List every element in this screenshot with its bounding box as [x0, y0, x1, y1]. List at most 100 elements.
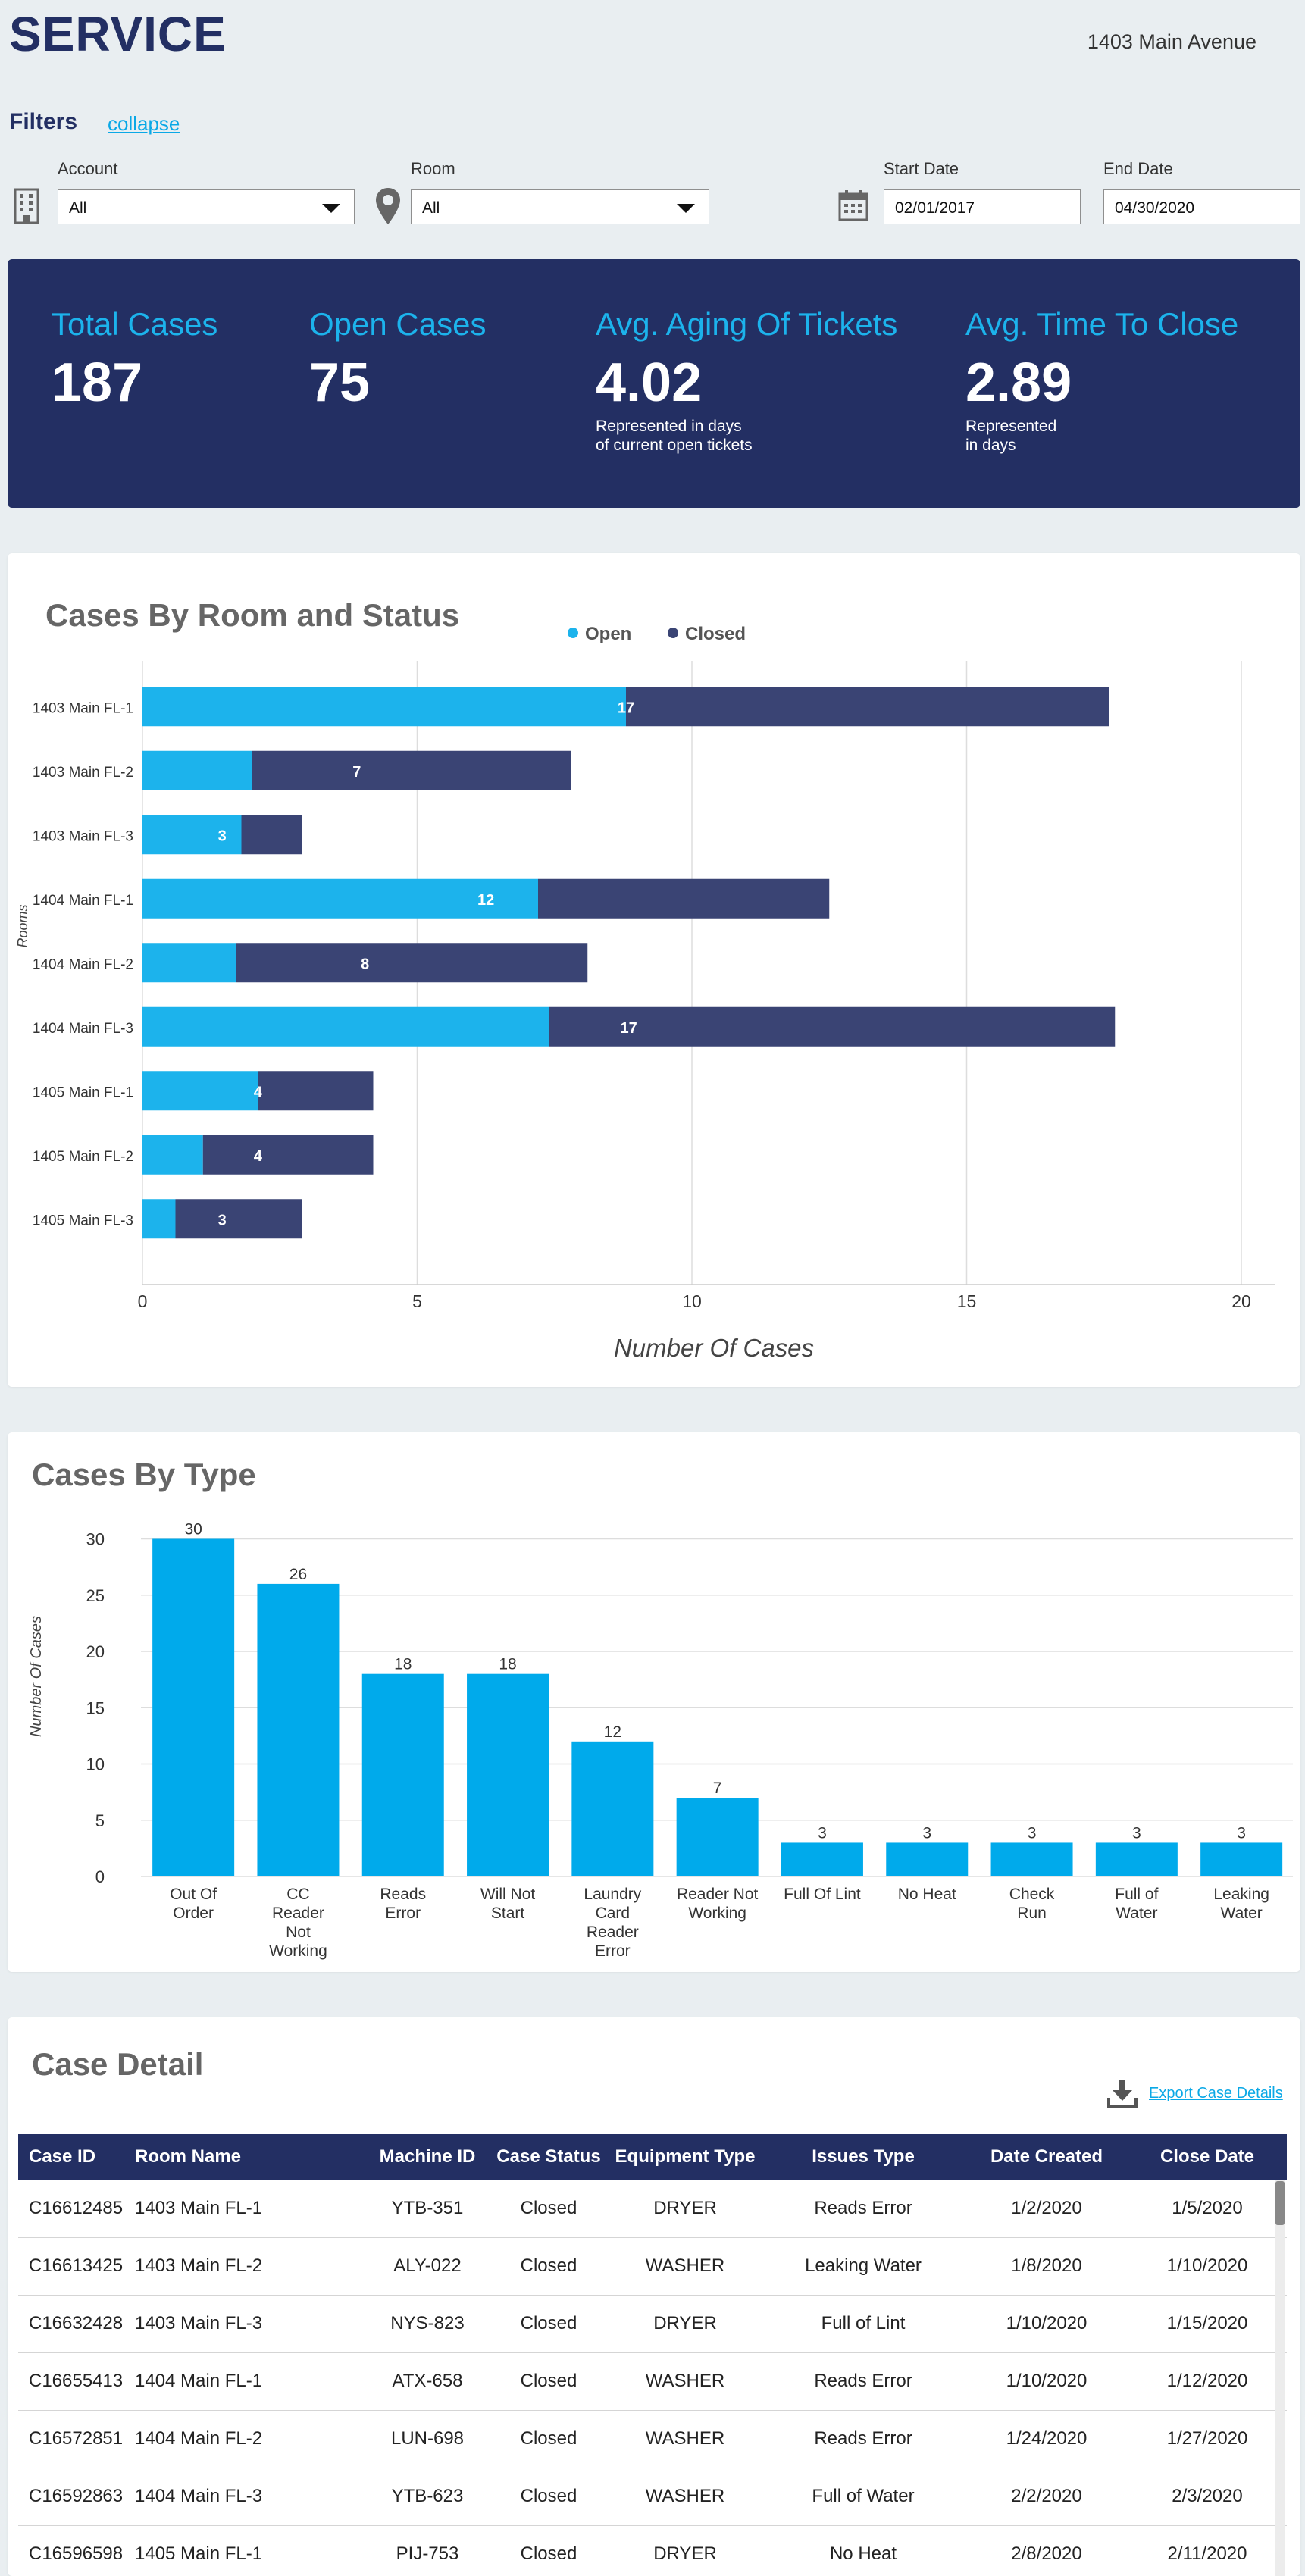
table-cell: 1/10/2020 — [965, 2295, 1128, 2353]
table-cell: C16632428 — [18, 2295, 124, 2353]
bar — [152, 1538, 235, 1876]
bar-closed — [202, 1135, 374, 1175]
column-header[interactable]: Equipment Type — [615, 2146, 756, 2167]
chevron-down-icon — [677, 204, 695, 213]
end-date-label: End Date — [1103, 159, 1173, 178]
kpi-value: 4.02 — [596, 352, 703, 413]
y-category-label: 1405 Main FL-2 — [33, 1149, 133, 1165]
y-category-label: 1403 Main FL-2 — [33, 765, 133, 781]
kpi-label: Total Cases — [52, 306, 218, 342]
table-cell: Closed — [488, 2468, 609, 2526]
cases-by-room-card: Cases By Room and Status Open Closed 0 5 10 1… — [8, 553, 1300, 1387]
table-cell: Reads Error — [761, 2352, 965, 2411]
column-header[interactable]: Machine ID — [379, 2146, 476, 2167]
table-cell: 1/12/2020 — [1128, 2352, 1287, 2411]
table-cell: C16655413 — [18, 2352, 124, 2411]
table-row[interactable]: C16592863 1404 Main FL-3 YTB-623 Closed WASH… — [18, 2468, 1287, 2526]
bar — [257, 1583, 340, 1876]
table-row[interactable]: C16613425 1403 Main FL-2 ALY-022 Closed WASH… — [18, 2237, 1287, 2296]
table-scrollbar-track[interactable] — [1275, 2180, 1285, 2576]
table-row[interactable]: C16632428 1403 Main FL-3 NYS-823 Closed DRYE… — [18, 2295, 1287, 2353]
kpi-open-cases: Open Cases 75 — [309, 306, 486, 414]
table-cell: 1404 Main FL-3 — [124, 2468, 367, 2526]
table-cell: Closed — [488, 2180, 609, 2238]
table-cell: Closed — [488, 2525, 609, 2576]
bar-data-label: 7 — [713, 1779, 722, 1797]
table-cell: WASHER — [609, 2237, 761, 2296]
column-header[interactable]: Issues Type — [812, 2146, 915, 2167]
y-tick-label: 5 — [95, 1811, 105, 1830]
bar-data-label: 8 — [361, 956, 369, 972]
column-header[interactable]: Room Name — [135, 2146, 242, 2167]
table-cell: C16572851 — [18, 2410, 124, 2468]
collapse-filters-link[interactable]: collapse — [108, 112, 180, 135]
column-header[interactable]: Case Status — [496, 2146, 601, 2167]
bar-data-label: 12 — [604, 1723, 621, 1741]
column-header[interactable]: Case ID — [29, 2146, 96, 2167]
bar-data-label: 3 — [922, 1824, 931, 1842]
table-cell: C16613425 — [18, 2237, 124, 2296]
chart-title: Cases By Type — [32, 1457, 256, 1492]
y-category-label: 1403 Main FL-3 — [33, 828, 133, 844]
x-category-label: Error — [595, 1942, 631, 1960]
table-cell: C16612485 — [18, 2180, 124, 2238]
table-cell: 1403 Main FL-1 — [124, 2180, 367, 2238]
cases-by-room-chart: Open Closed 0 5 10 15 20 1403 Main FL-1 17 1403 M… — [15, 624, 1275, 1362]
table-cell: 1/24/2020 — [965, 2410, 1128, 2468]
table-row[interactable]: C16572851 1404 Main FL-2 LUN-698 Closed WASH… — [18, 2410, 1287, 2468]
table-cell: WASHER — [609, 2410, 761, 2468]
x-tick-label: 20 — [1231, 1291, 1251, 1311]
x-category-label: Full Of Lint — [784, 1886, 861, 1903]
room-select[interactable]: All — [411, 189, 709, 224]
x-category-label: Run — [1017, 1905, 1047, 1922]
x-axis-title: Number Of Cases — [614, 1334, 814, 1362]
table-cell: 1/27/2020 — [1128, 2410, 1287, 2468]
table-cell: 2/2/2020 — [965, 2468, 1128, 2526]
table-cell: C16592863 — [18, 2468, 124, 2526]
bar — [1200, 1842, 1283, 1876]
account-filter-label: Account — [58, 159, 118, 178]
x-category-label: Start — [491, 1905, 525, 1922]
bar-open — [142, 687, 626, 727]
case-detail-table-wrapper: Case ID Room Name Machine ID Case Status Equ… — [18, 2134, 1287, 2576]
x-category-label: Water — [1116, 1905, 1157, 1922]
end-date-input[interactable]: 04/30/2020 — [1103, 189, 1300, 224]
x-category-label: No Heat — [898, 1886, 956, 1903]
chevron-down-icon — [322, 204, 340, 213]
column-header[interactable]: Date Created — [990, 2146, 1103, 2167]
bar-data-label: 17 — [621, 1020, 637, 1037]
table-cell: 2/8/2020 — [965, 2525, 1128, 2576]
x-category-label: Working — [688, 1905, 746, 1922]
table-row[interactable]: C16655413 1404 Main FL-1 ATX-658 Closed WASH… — [18, 2352, 1287, 2411]
table-cell: 1404 Main FL-2 — [124, 2410, 367, 2468]
bar — [676, 1798, 759, 1876]
export-case-details-button[interactable]: Export Case Details — [1106, 2078, 1283, 2108]
bar-data-label: 17 — [618, 700, 634, 716]
table-cell: Reads Error — [761, 2180, 965, 2238]
table-cell: NYS-823 — [367, 2295, 488, 2353]
table-cell: DRYER — [609, 2295, 761, 2353]
table-cell: 1/10/2020 — [965, 2352, 1128, 2411]
table-cell: 1/10/2020 — [1128, 2237, 1287, 2296]
bar-data-label: 7 — [352, 764, 361, 781]
start-date-input[interactable]: 02/01/2017 — [884, 189, 1081, 224]
table-row[interactable]: C16596598 1405 Main FL-1 PIJ-753 Closed DRYE… — [18, 2525, 1287, 2576]
table-cell: Reads Error — [761, 2410, 965, 2468]
x-category-label: Order — [173, 1905, 214, 1922]
bar-open — [142, 1006, 549, 1047]
bar-open — [142, 815, 242, 855]
y-tick-label: 30 — [86, 1530, 105, 1549]
x-category-label: Check — [1009, 1886, 1055, 1903]
table-scrollbar-thumb[interactable] — [1275, 2181, 1285, 2225]
account-select[interactable]: All — [58, 189, 355, 224]
bar-closed — [538, 878, 830, 919]
x-category-label: CC — [286, 1886, 309, 1903]
legend-open-marker — [568, 628, 578, 638]
column-header[interactable]: Close Date — [1159, 2146, 1255, 2167]
bar — [467, 1673, 549, 1876]
table-row[interactable]: C16612485 1403 Main FL-1 YTB-351 Closed DRYE… — [18, 2180, 1287, 2238]
table-cell: LUN-698 — [367, 2410, 488, 2468]
table-cell: ATX-658 — [367, 2352, 488, 2411]
table-cell: PIJ-753 — [367, 2525, 488, 2576]
kpi-label: Open Cases — [309, 306, 487, 342]
